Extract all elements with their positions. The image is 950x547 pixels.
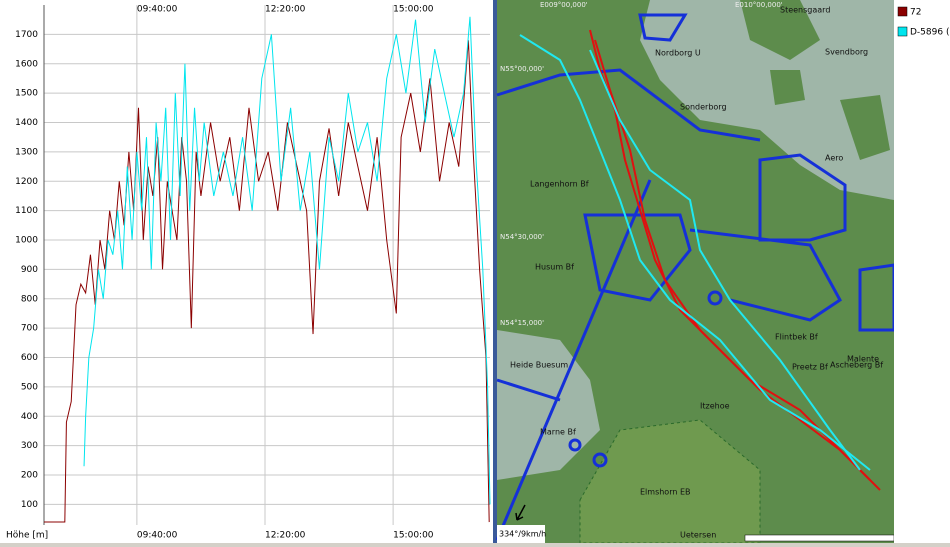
y-tick-label: 1100: [15, 206, 38, 216]
y-tick-label: 200: [21, 471, 38, 481]
wind-info: 334°/9km/h: [499, 530, 546, 539]
legend-label: D-5896 (FJ: [910, 28, 950, 38]
y-tick-label: 400: [21, 412, 38, 422]
y-tick-label: 700: [21, 324, 38, 334]
map-label: Steensgaard: [780, 6, 830, 15]
map-label: Sonderborg: [680, 103, 727, 112]
islands: [740, 0, 890, 160]
x-tick-label: 15:00:00: [393, 531, 434, 541]
splitter[interactable]: [493, 0, 497, 543]
map-label: Aero: [825, 154, 843, 163]
y-tick-label: 1300: [15, 147, 38, 157]
sea: [640, 0, 894, 200]
map-label: Nordborg U: [655, 49, 701, 58]
series-line: [44, 40, 490, 523]
barogram: 100 200 300 400 500 600 700 800 900 1000 1100 1200 1…: [6, 5, 491, 541]
y-axis-label: Höhe [m]: [6, 531, 48, 541]
series-line: [83, 16, 491, 505]
y-tick-label: 1200: [15, 177, 38, 187]
map-label: Ascheberg Bf: [830, 361, 883, 370]
y-tick-label: 1700: [15, 30, 38, 40]
wind-box: [497, 525, 545, 543]
legend: 72 D-5896 (FJ: [897, 6, 950, 38]
map-view[interactable]: Steensgaard Svendborg Nordborg U Sonderb…: [495, 0, 896, 544]
map-coordinate: N54°15,000': [500, 319, 544, 327]
scale-bar: [744, 534, 895, 542]
y-tick-label: 1600: [15, 59, 38, 69]
map-coordinate: N54°30,000': [500, 233, 544, 241]
barogram-panel: [0, 0, 493, 543]
map-label: Itzehoe: [700, 402, 730, 411]
map-label: Heide Buesum: [510, 361, 568, 370]
y-tick-label: 1000: [15, 236, 38, 246]
map-label: Marne Bf: [540, 428, 576, 437]
map-label: Malente: [847, 355, 879, 364]
y-tick-label: 1400: [15, 118, 38, 128]
x-tick-label: 12:20:00: [265, 5, 306, 15]
map-label: Husum Bf: [535, 263, 574, 272]
y-tick-label: 600: [21, 353, 38, 363]
map-label: Preetz Bf: [792, 363, 828, 372]
x-tick-label: 15:00:00: [393, 5, 434, 15]
y-tick-label: 900: [21, 265, 38, 275]
map-label: Flintbek Bf: [775, 333, 818, 342]
x-tick-label: 09:40:00: [137, 5, 178, 15]
legend-swatch: [897, 26, 908, 37]
x-tick-label: 12:20:00: [265, 531, 306, 541]
map-label: Elmshorn EB: [640, 488, 691, 497]
map-label: Svendborg: [825, 48, 868, 57]
legend-panel: [894, 0, 950, 543]
north-sea: [497, 330, 600, 480]
y-tick-label: 100: [21, 500, 38, 510]
map-label: Uetersen: [680, 531, 716, 540]
map-coordinate: E009°00,000': [540, 1, 588, 9]
x-tick-label: 09:40:00: [137, 531, 178, 541]
y-tick-label: 500: [21, 382, 38, 392]
tracks: [519, 29, 881, 491]
map-coordinate: N55°00,000': [500, 65, 544, 73]
airspace: [495, 13, 896, 541]
map-coordinate: E010°00,000': [735, 1, 783, 9]
legend-label: 72: [910, 8, 921, 18]
y-tick-label: 300: [21, 441, 38, 451]
y-tick-label: 1500: [15, 89, 38, 99]
y-tick-label: 800: [21, 294, 38, 304]
legend-swatch: [897, 6, 908, 17]
wind-arrow: [515, 504, 526, 521]
map-label: Langenhorn Bf: [530, 180, 589, 189]
